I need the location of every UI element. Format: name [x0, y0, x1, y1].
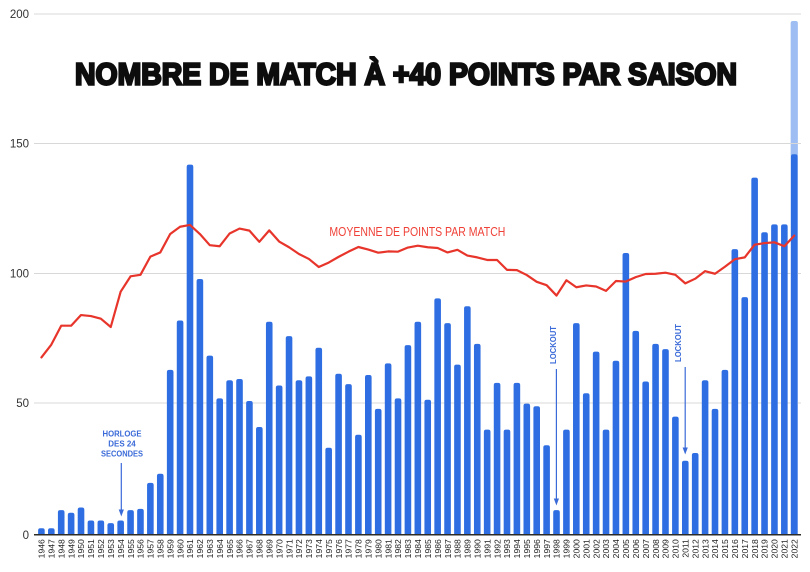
svg-text:1992: 1992: [492, 539, 502, 558]
svg-text:1947: 1947: [47, 539, 57, 558]
svg-text:2016: 2016: [730, 539, 740, 558]
svg-text:NOMBRE DE MATCH À +40 POINTS P: NOMBRE DE MATCH À +40 POINTS PAR SAISON: [75, 57, 737, 92]
svg-text:100: 100: [10, 269, 29, 281]
svg-text:1977: 1977: [344, 539, 354, 558]
svg-text:2009: 2009: [661, 539, 671, 558]
svg-text:1993: 1993: [502, 539, 512, 558]
svg-text:1948: 1948: [56, 539, 66, 558]
svg-text:1960: 1960: [175, 539, 185, 558]
svg-text:1994: 1994: [512, 539, 522, 558]
svg-text:2015: 2015: [720, 539, 730, 558]
svg-text:1976: 1976: [334, 539, 344, 558]
svg-text:2010: 2010: [671, 539, 681, 558]
svg-text:1986: 1986: [433, 539, 443, 558]
svg-text:2011: 2011: [680, 539, 690, 558]
svg-text:1971: 1971: [284, 539, 294, 558]
svg-text:1985: 1985: [423, 539, 433, 558]
svg-text:1963: 1963: [205, 539, 215, 558]
svg-text:1989: 1989: [463, 539, 473, 558]
svg-text:2007: 2007: [641, 539, 651, 558]
svg-text:1966: 1966: [235, 539, 245, 558]
svg-text:1981: 1981: [383, 539, 393, 558]
svg-text:1950: 1950: [76, 539, 86, 558]
svg-text:1949: 1949: [66, 539, 76, 558]
svg-text:1988: 1988: [453, 539, 463, 558]
svg-text:HORLOGE: HORLOGE: [103, 429, 142, 439]
svg-text:1998: 1998: [552, 539, 562, 558]
svg-text:2008: 2008: [651, 539, 661, 558]
svg-text:1953: 1953: [106, 539, 116, 558]
svg-text:1995: 1995: [522, 539, 532, 558]
svg-text:1969: 1969: [264, 539, 274, 558]
svg-text:2006: 2006: [631, 539, 641, 558]
svg-text:SECONDES: SECONDES: [101, 448, 143, 458]
svg-text:1978: 1978: [354, 539, 364, 558]
svg-text:1980: 1980: [373, 539, 383, 558]
svg-text:1991: 1991: [482, 539, 492, 558]
svg-text:1982: 1982: [393, 539, 403, 558]
svg-text:2014: 2014: [710, 539, 720, 558]
svg-text:0: 0: [23, 530, 29, 542]
svg-text:1959: 1959: [165, 539, 175, 558]
svg-text:1955: 1955: [126, 539, 136, 558]
svg-text:1946: 1946: [37, 539, 47, 558]
svg-text:1997: 1997: [542, 539, 552, 558]
svg-text:2019: 2019: [760, 539, 770, 558]
svg-text:MOYENNE DE POINTS PAR MATCH: MOYENNE DE POINTS PAR MATCH: [329, 225, 505, 239]
svg-text:1973: 1973: [304, 539, 314, 558]
svg-text:2012: 2012: [690, 539, 700, 558]
svg-text:1987: 1987: [443, 539, 453, 558]
svg-text:2020: 2020: [770, 539, 780, 558]
svg-text:1967: 1967: [245, 539, 255, 558]
svg-text:1990: 1990: [472, 539, 482, 558]
svg-text:1996: 1996: [532, 539, 542, 558]
svg-text:2003: 2003: [601, 539, 611, 558]
svg-text:50: 50: [16, 398, 29, 410]
svg-text:2002: 2002: [591, 539, 601, 558]
svg-text:1975: 1975: [324, 539, 334, 558]
svg-text:1957: 1957: [146, 539, 156, 558]
svg-text:200: 200: [10, 9, 29, 21]
svg-text:1983: 1983: [403, 539, 413, 558]
svg-text:1984: 1984: [413, 539, 423, 558]
svg-text:2018: 2018: [750, 539, 760, 558]
svg-text:LOCKOUT: LOCKOUT: [548, 325, 558, 364]
svg-text:1961: 1961: [185, 539, 195, 558]
svg-text:1972: 1972: [294, 539, 304, 558]
svg-text:2013: 2013: [700, 539, 710, 558]
svg-text:1958: 1958: [155, 539, 165, 558]
svg-text:1974: 1974: [314, 539, 324, 558]
svg-text:1954: 1954: [116, 539, 126, 558]
svg-text:1962: 1962: [195, 539, 205, 558]
svg-text:1951: 1951: [86, 539, 96, 558]
svg-text:2001: 2001: [581, 539, 591, 558]
svg-text:2022: 2022: [789, 539, 799, 558]
svg-text:DES 24: DES 24: [108, 438, 136, 448]
svg-text:1970: 1970: [274, 539, 284, 558]
svg-text:2000: 2000: [572, 539, 582, 558]
svg-text:2005: 2005: [621, 539, 631, 558]
svg-text:1999: 1999: [562, 539, 572, 558]
svg-text:1968: 1968: [255, 539, 265, 558]
svg-text:2017: 2017: [740, 539, 750, 558]
svg-text:2004: 2004: [611, 539, 621, 558]
svg-text:1956: 1956: [136, 539, 146, 558]
svg-text:1965: 1965: [225, 539, 235, 558]
svg-text:1979: 1979: [364, 539, 374, 558]
svg-text:LOCKOUT: LOCKOUT: [673, 323, 683, 362]
svg-text:1964: 1964: [215, 539, 225, 558]
svg-text:1952: 1952: [96, 539, 106, 558]
svg-text:2021: 2021: [780, 539, 790, 558]
svg-text:150: 150: [10, 139, 29, 151]
